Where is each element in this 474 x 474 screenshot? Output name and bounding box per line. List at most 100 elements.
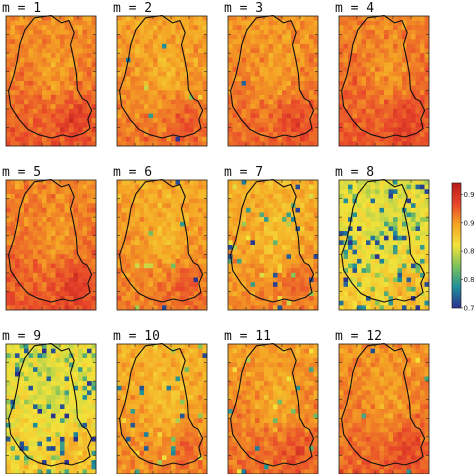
heatmap-cell bbox=[42, 113, 47, 119]
heatmap-cell bbox=[126, 48, 131, 54]
heatmap-cell bbox=[78, 300, 83, 306]
heatmap-cell bbox=[171, 136, 176, 142]
heatmap-cell bbox=[352, 113, 358, 119]
heatmap-cell bbox=[10, 418, 16, 424]
heatmap-cell bbox=[352, 305, 358, 311]
heatmap-cell bbox=[10, 207, 16, 213]
heatmap-cell bbox=[420, 291, 425, 297]
heatmap-cell bbox=[379, 207, 385, 213]
heatmap-cell bbox=[361, 263, 367, 269]
heatmap-cell bbox=[370, 81, 376, 86]
heatmap-cell bbox=[33, 62, 38, 68]
heatmap-cell bbox=[37, 221, 43, 227]
heatmap-cell bbox=[33, 85, 38, 91]
heatmap-cell bbox=[232, 43, 238, 49]
heatmap-cell bbox=[366, 90, 371, 96]
heatmap-cell bbox=[64, 282, 70, 288]
heatmap-cell bbox=[246, 20, 251, 26]
heatmap-cell bbox=[393, 90, 398, 96]
heatmap-cell bbox=[241, 193, 247, 199]
heatmap-cell bbox=[87, 94, 92, 100]
heatmap-cell bbox=[153, 180, 158, 185]
heatmap-cell bbox=[384, 99, 389, 105]
heatmap-cell bbox=[144, 99, 149, 105]
heatmap-cell bbox=[144, 127, 149, 133]
heatmap-cell bbox=[189, 226, 194, 232]
heatmap-cell bbox=[264, 212, 269, 218]
heatmap-cell bbox=[37, 127, 43, 133]
heatmap-cell bbox=[259, 300, 265, 306]
heatmap-cell bbox=[273, 207, 278, 213]
heatmap-cell bbox=[193, 189, 199, 195]
heatmap-cell bbox=[46, 99, 52, 105]
heatmap-cell bbox=[348, 203, 353, 209]
heatmap-cell bbox=[180, 132, 185, 137]
heatmap-cell bbox=[259, 226, 265, 232]
heatmap-cell bbox=[255, 226, 260, 232]
heatmap-cells bbox=[228, 16, 319, 147]
heatmap-cell bbox=[415, 198, 421, 204]
heatmap-cell bbox=[46, 268, 52, 274]
heatmap-cell bbox=[309, 132, 314, 137]
heatmap-cell bbox=[126, 29, 131, 35]
heatmap-cell bbox=[139, 291, 145, 297]
heatmap-cell bbox=[237, 184, 242, 190]
heatmap-cell bbox=[42, 122, 47, 128]
heatmap-cell bbox=[379, 108, 385, 114]
heatmap-cell bbox=[6, 85, 11, 91]
heatmap-cell bbox=[193, 235, 199, 241]
heatmap-cell bbox=[250, 67, 256, 72]
heatmap-cell bbox=[370, 180, 376, 185]
heatmap-cell bbox=[375, 217, 380, 223]
heatmap-cell bbox=[33, 16, 38, 21]
heatmap-cell bbox=[189, 127, 194, 133]
heatmap-cell bbox=[73, 193, 79, 199]
heatmap-cell bbox=[343, 184, 349, 190]
heatmap-cell bbox=[69, 277, 74, 283]
heatmap-cell bbox=[6, 249, 11, 255]
heatmap-cell bbox=[375, 226, 380, 232]
heatmap-cell bbox=[171, 189, 176, 195]
heatmap-cell bbox=[42, 94, 47, 100]
heatmap-cell bbox=[397, 57, 403, 63]
heatmap-cell bbox=[304, 272, 310, 278]
heatmap-cell bbox=[237, 291, 242, 297]
heatmap-cell bbox=[397, 272, 403, 278]
heatmap-cell bbox=[193, 217, 199, 223]
heatmap-cell bbox=[148, 300, 154, 306]
heatmap-cell bbox=[24, 71, 29, 77]
heatmap-cell bbox=[415, 104, 421, 110]
heatmap-cell bbox=[273, 62, 278, 68]
heatmap-cell bbox=[175, 258, 181, 264]
heatmap-cell bbox=[144, 291, 149, 297]
heatmap-cell bbox=[295, 99, 301, 105]
heatmap-cell bbox=[282, 76, 287, 82]
heatmap-cell bbox=[250, 25, 256, 31]
heatmap-cell bbox=[198, 81, 203, 86]
heatmap-cell bbox=[6, 286, 11, 292]
heatmap-cell bbox=[309, 118, 314, 124]
heatmap-cell bbox=[304, 43, 310, 49]
heatmap-cell bbox=[250, 282, 256, 288]
heatmap-cell bbox=[121, 282, 127, 288]
heatmap-cell bbox=[237, 53, 242, 59]
heatmap-cell bbox=[121, 20, 127, 26]
heatmap-cell bbox=[228, 141, 233, 147]
panel-label: m = 2 bbox=[113, 1, 152, 16]
heatmap-cell bbox=[15, 207, 20, 213]
heatmap-cell bbox=[166, 286, 172, 292]
heatmap-cell bbox=[33, 104, 38, 110]
heatmap-cell bbox=[24, 286, 29, 292]
heatmap-cell bbox=[51, 136, 56, 142]
heatmap-cell bbox=[64, 184, 70, 190]
heatmap-cell bbox=[202, 94, 208, 100]
heatmap-cell bbox=[313, 226, 319, 232]
heatmap-cell bbox=[73, 300, 79, 306]
heatmap-cell bbox=[352, 277, 358, 283]
heatmap-cell bbox=[73, 235, 79, 241]
heatmap-cell bbox=[82, 381, 88, 387]
heatmap-cell bbox=[144, 141, 149, 147]
heatmap-cell bbox=[51, 254, 56, 260]
heatmap-cell bbox=[420, 212, 425, 218]
heatmap-cell bbox=[393, 99, 398, 105]
